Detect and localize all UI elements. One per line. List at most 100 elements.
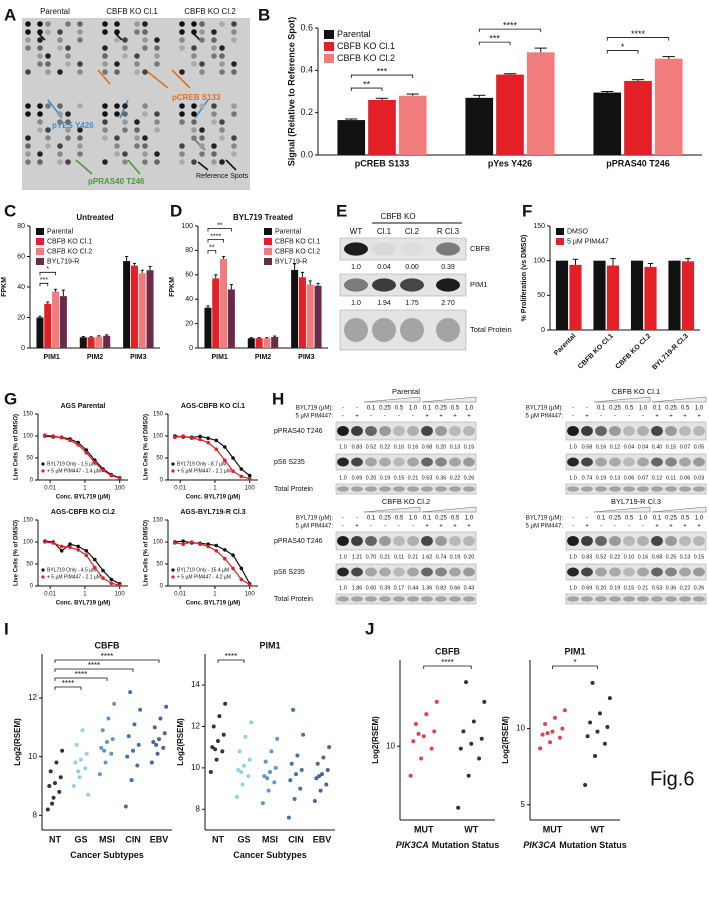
bar xyxy=(314,285,322,348)
condition-value: + xyxy=(453,414,457,420)
blot-band xyxy=(400,278,424,292)
condition-value: 0.5 xyxy=(395,406,404,412)
array-spot xyxy=(37,53,43,59)
blot-band xyxy=(449,567,461,577)
data-point xyxy=(295,753,300,758)
data-point xyxy=(157,737,161,742)
x-tick-label: PIM2 xyxy=(255,354,271,361)
data-point xyxy=(217,714,222,719)
x-tick-label: BYL719-R Cl.3 xyxy=(651,333,690,372)
data-point xyxy=(154,742,159,747)
array-spot xyxy=(142,111,148,117)
blot-band xyxy=(400,242,424,255)
array-spot xyxy=(57,45,63,51)
blot-band xyxy=(435,486,447,492)
blot-band xyxy=(623,596,635,602)
array-spot xyxy=(219,69,225,75)
legend-label: BYL719 Only - 1.5 µM xyxy=(47,461,96,467)
x-axis-label: Conc. BYL719 (µM) xyxy=(56,601,110,607)
legend-marker xyxy=(171,568,175,572)
data-point xyxy=(246,774,251,779)
array-spot xyxy=(179,103,185,109)
y-axis-label: Log2(RSEM) xyxy=(371,716,380,764)
bar xyxy=(298,277,306,348)
data-point xyxy=(112,701,117,706)
data-point xyxy=(101,568,105,573)
array-spot xyxy=(57,143,63,149)
panel-letter: I xyxy=(4,619,9,638)
blot-band xyxy=(436,242,460,256)
fit-line xyxy=(44,540,120,585)
x-tick-label: 0.01 xyxy=(44,486,56,492)
legend-label: BYL719 Only - 4.5 µM xyxy=(47,567,96,573)
significance-label: *** xyxy=(489,33,500,43)
condition-value: - xyxy=(600,414,602,420)
array-spot xyxy=(25,103,31,109)
block-title: CBFB KO Cl.1 xyxy=(612,387,660,396)
quant-label: 0.15 xyxy=(694,554,705,560)
data-point xyxy=(45,807,50,812)
data-point xyxy=(469,741,474,746)
blot-band xyxy=(463,425,475,437)
quant-label: 0.26 xyxy=(694,585,705,591)
bar xyxy=(291,269,299,348)
array-spot xyxy=(191,29,197,35)
bar xyxy=(593,92,622,155)
quant-label: 0.19 xyxy=(450,554,461,560)
quant-label: 0.52 xyxy=(366,444,377,450)
array-spot xyxy=(219,45,225,51)
y-tick-label: 100 xyxy=(23,434,34,440)
y-tick-label: 14 xyxy=(191,680,200,689)
condition-value: - xyxy=(628,524,630,530)
blot-band xyxy=(421,535,433,547)
condition-value: + xyxy=(355,524,359,530)
array-spot xyxy=(142,159,148,165)
array-spot xyxy=(134,135,140,141)
array-spot xyxy=(142,135,148,141)
condition-value: + xyxy=(425,414,429,420)
lane-label: Cl.1 xyxy=(377,227,392,236)
data-point xyxy=(59,544,64,549)
condition-value: 1.0 xyxy=(695,516,704,522)
blot-band xyxy=(365,425,377,437)
data-point xyxy=(93,460,97,465)
array-spot xyxy=(45,103,51,109)
significance-label: **** xyxy=(101,652,113,661)
array-spot xyxy=(191,45,197,51)
quant-label: 0.04 xyxy=(638,444,649,450)
condition-value: - xyxy=(370,524,372,530)
condition-value: + xyxy=(683,414,687,420)
blot-band xyxy=(637,425,649,437)
significance-bracket xyxy=(478,28,542,33)
significance-bracket xyxy=(54,659,160,663)
data-point xyxy=(231,553,235,557)
blot-band xyxy=(665,596,677,602)
significance-label: * xyxy=(46,266,49,273)
data-point xyxy=(595,729,600,734)
legend-swatch xyxy=(36,238,44,245)
x-tick-label: GS xyxy=(74,834,87,844)
data-point xyxy=(109,751,114,756)
y-tick-label: 0 xyxy=(189,345,193,352)
significance-bracket xyxy=(207,250,217,254)
data-point xyxy=(84,549,89,553)
blot-band xyxy=(435,425,447,437)
x-axis-gene: PIK3CA xyxy=(396,840,429,850)
quant-label: 1.21 xyxy=(352,554,363,560)
data-point xyxy=(84,553,89,557)
data-point xyxy=(429,746,434,751)
data-point xyxy=(77,775,82,780)
bar xyxy=(569,264,582,330)
bar xyxy=(624,80,652,155)
data-point xyxy=(607,696,612,701)
array-spot xyxy=(37,45,43,51)
data-point xyxy=(109,577,114,582)
data-point xyxy=(466,773,471,778)
x-tick-label: PIM1 xyxy=(211,354,227,361)
array-spot xyxy=(134,29,140,35)
data-point xyxy=(312,799,317,804)
condition-value: + xyxy=(697,414,701,420)
array-spot xyxy=(199,135,205,141)
row-label: pPRAS40 T246 xyxy=(274,428,323,435)
condition-value: 0.5 xyxy=(395,516,404,522)
